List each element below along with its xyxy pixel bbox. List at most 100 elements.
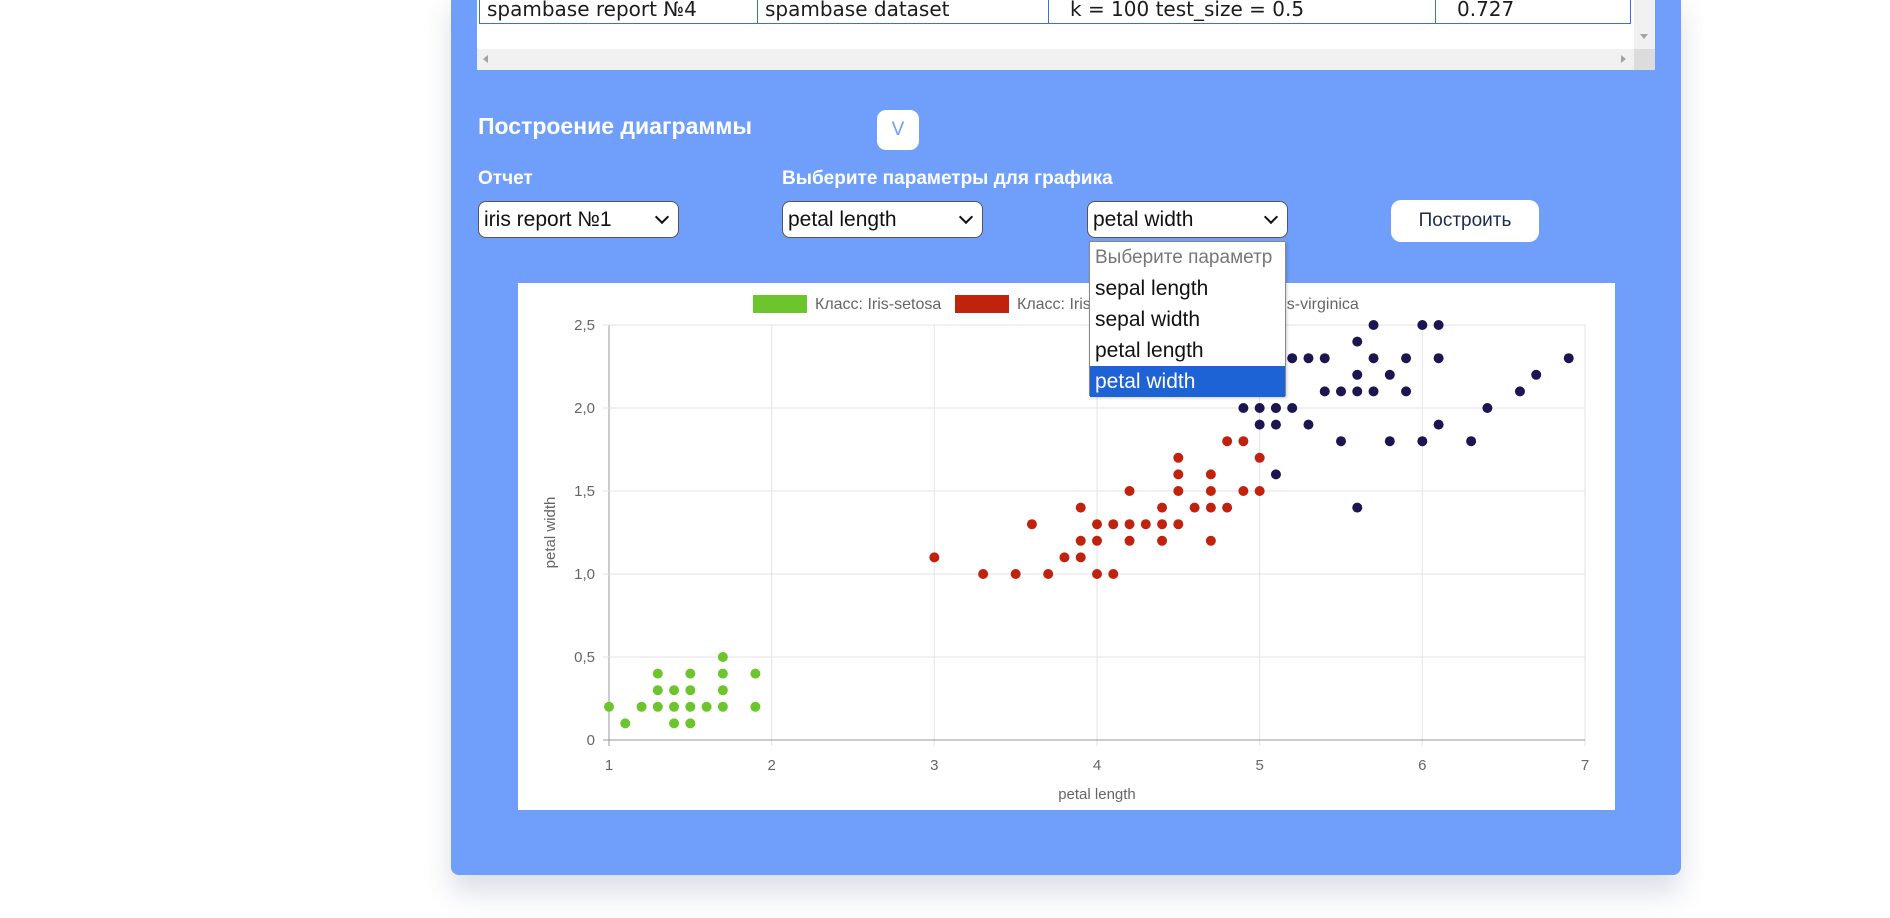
scatter-point	[1075, 552, 1086, 563]
scatter-point	[717, 701, 728, 712]
scatter-point	[1108, 519, 1119, 530]
table-cell-report: spambase report №4	[480, 0, 758, 23]
x-param-select[interactable]: petal length	[782, 201, 983, 238]
scatter-point	[978, 569, 989, 579]
scatter-point	[1124, 519, 1135, 530]
scatter-point	[1401, 386, 1412, 397]
dropdown-option-petal-length[interactable]: petal length	[1095, 339, 1204, 362]
legend-swatch	[753, 295, 807, 313]
scatter-point	[1563, 353, 1574, 364]
dropdown-option-sepal-length[interactable]: sepal length	[1095, 277, 1209, 300]
scatter-point	[685, 701, 696, 712]
scatter-point	[1124, 535, 1135, 546]
x-tick-label: 6	[1418, 757, 1426, 774]
collapse-toggle-button[interactable]: V	[877, 110, 919, 150]
scatter-point	[1075, 535, 1086, 546]
params-label: Выберите параметры для графика	[782, 168, 1113, 189]
chart-canvas: 1 2 3 4 5 6 7 0 0,5 1,0 1,5 2,0 2,5 petal length petal…	[542, 295, 1589, 803]
report-label: Отчет	[478, 168, 533, 189]
scatter-point	[1433, 320, 1444, 330]
scatter-point	[929, 552, 940, 563]
scatter-point	[685, 668, 696, 679]
scroll-down-icon[interactable]	[1640, 34, 1648, 39]
scatter-point	[685, 685, 696, 696]
scatter-point	[1368, 386, 1379, 397]
scatter-point	[750, 668, 761, 679]
scatter-point	[1059, 552, 1070, 563]
scatter-point	[1254, 403, 1265, 413]
table-row[interactable]: spambase report №4 spambase dataset k = …	[479, 0, 1631, 24]
chevron-down-icon	[1263, 209, 1279, 225]
scatter-point	[1140, 519, 1151, 530]
table-cell-dataset: spambase dataset	[758, 0, 1049, 23]
scatter-point	[1238, 403, 1249, 413]
y-tick-label: 0,5	[574, 649, 595, 666]
scatter-point	[1157, 535, 1168, 546]
dropdown-option-sepal-width[interactable]: sepal width	[1095, 308, 1201, 331]
report-select[interactable]: iris report №1	[478, 201, 679, 238]
scatter-point	[1433, 419, 1444, 430]
scatter-point	[1319, 386, 1330, 397]
x-param-select-value: petal length	[788, 208, 897, 231]
scatter-point	[1303, 419, 1314, 430]
scatter-point	[1466, 436, 1477, 447]
scatter-point	[1270, 403, 1281, 413]
scroll-left-icon[interactable]	[483, 55, 488, 63]
scatter-point	[1287, 353, 1298, 364]
legend-label: Класс: Iris-setosa	[815, 296, 941, 313]
y-axis-label: petal width	[542, 497, 559, 569]
scatter-point	[1433, 353, 1444, 364]
scatter-point	[1352, 336, 1363, 347]
x-tick-label: 3	[930, 757, 938, 774]
scatter-point	[1384, 436, 1395, 447]
scatter-point	[1205, 486, 1216, 496]
scatter-point	[1254, 452, 1265, 463]
y-tick-label: 2,5	[574, 317, 595, 334]
x-tick-label: 1	[605, 757, 613, 774]
y-tick-label: 0	[587, 732, 595, 749]
scatter-point	[1222, 502, 1233, 513]
scroll-right-icon[interactable]	[1621, 55, 1626, 63]
scatter-point	[1417, 436, 1428, 447]
scatter-point	[1336, 386, 1346, 397]
scatter-point	[1173, 452, 1184, 463]
scatter-point	[750, 701, 761, 712]
scatter-chart: 1 2 3 4 5 6 7 0 0,5 1,0 1,5 2,0 2,5 petal length petal…	[518, 283, 1615, 810]
scatter-point	[1287, 403, 1298, 413]
x-tick-label: 2	[767, 757, 775, 774]
scatter-point	[1303, 353, 1314, 364]
scatter-point	[620, 718, 631, 729]
y-param-dropdown-list: Выберите параметр sepal length sepal wid…	[1089, 241, 1286, 397]
scatter-point	[1514, 386, 1525, 397]
scatter-point	[1205, 535, 1216, 546]
scatter-point	[1254, 419, 1265, 430]
scatter-point	[1270, 419, 1281, 430]
scatter-point	[685, 718, 696, 729]
table-cell-params: k = 100 test_size = 0.5	[1049, 0, 1436, 23]
horizontal-scrollbar[interactable]	[477, 49, 1634, 70]
scatter-point	[1238, 486, 1249, 496]
y-param-select-value: petal width	[1093, 208, 1194, 231]
y-tick-label: 1,5	[574, 483, 595, 500]
dropdown-option-placeholder[interactable]: Выберите параметр	[1095, 247, 1273, 268]
scatter-point	[1238, 436, 1249, 447]
scatter-point	[1092, 519, 1102, 530]
y-tick-label: 1,0	[574, 566, 595, 583]
scatter-point	[1189, 502, 1200, 513]
table-cell-score: 0.727	[1457, 0, 1515, 21]
scatter-point	[1319, 353, 1330, 364]
x-tick-label: 4	[1093, 757, 1101, 774]
scroll-corner	[1634, 49, 1655, 70]
scatter-point	[1043, 569, 1054, 579]
scatter-point	[1108, 569, 1119, 579]
y-param-select[interactable]: petal width	[1087, 201, 1288, 238]
reports-table: spambase report №4 spambase dataset k = …	[477, 0, 1655, 70]
scatter-point	[1124, 486, 1135, 496]
build-chart-button[interactable]: Построить	[1391, 200, 1539, 242]
x-tick-label: 7	[1581, 757, 1589, 774]
dropdown-option-petal-width[interactable]: petal width	[1090, 366, 1285, 397]
scatter-point	[669, 718, 680, 729]
scatter-point	[604, 701, 614, 712]
scatter-point	[1482, 403, 1493, 413]
scatter-point	[1026, 519, 1037, 530]
